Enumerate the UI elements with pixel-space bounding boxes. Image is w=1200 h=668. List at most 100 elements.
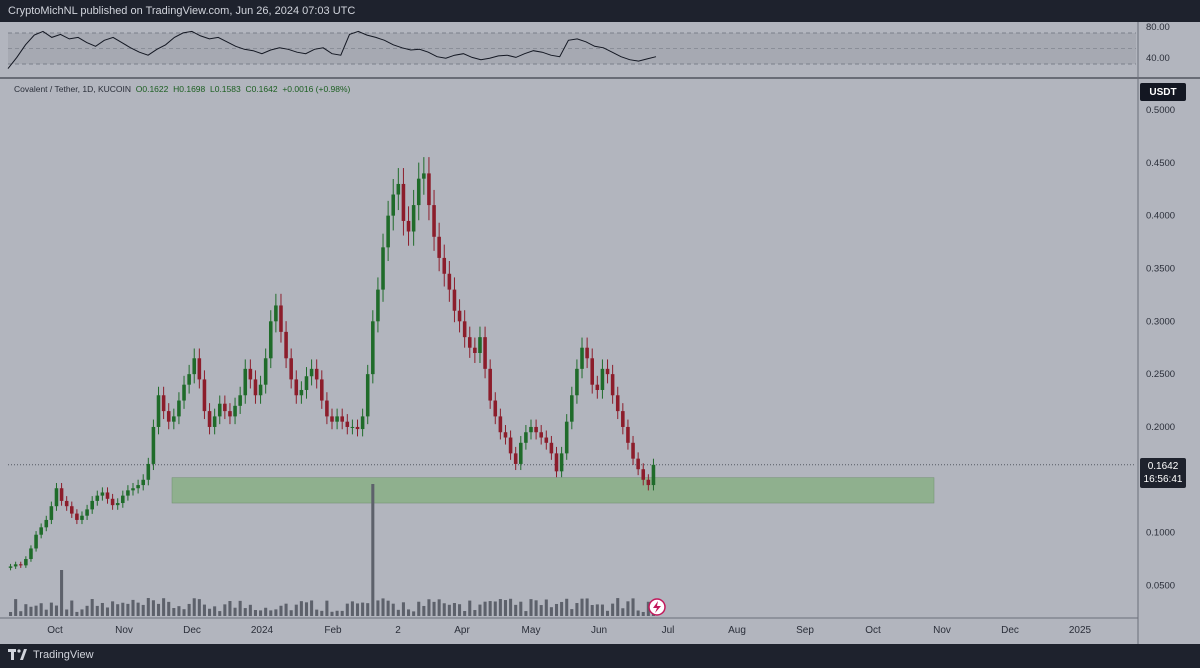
volume-bar	[407, 609, 411, 616]
candle-body	[508, 437, 513, 454]
candle-body	[360, 416, 365, 430]
candle-body	[207, 411, 212, 427]
volume-bar	[105, 607, 110, 616]
candle-body	[80, 515, 84, 520]
volume-bar	[289, 610, 293, 616]
chart-frame[interactable]	[0, 22, 1200, 644]
candle-body	[330, 416, 334, 422]
candle-body	[279, 305, 283, 332]
candle-body	[253, 379, 258, 396]
publisher-text: CryptoMichNL published on TradingView.co…	[8, 5, 356, 17]
symbol-name: Covalent / Tether, 1D, KUCOIN	[14, 84, 132, 94]
volume-bar	[616, 598, 620, 616]
volume-bar	[503, 600, 508, 616]
volume-bar	[488, 601, 492, 616]
volume-bar	[90, 599, 94, 616]
candle-body	[544, 437, 549, 443]
candle-body	[549, 442, 554, 454]
candle-body	[95, 495, 100, 501]
candle-body	[442, 257, 447, 274]
candle-body	[401, 183, 406, 221]
support-zone[interactable]	[171, 477, 935, 504]
candle-body	[85, 509, 89, 516]
time-axis-label: Sep	[796, 625, 814, 636]
candle-body	[580, 347, 584, 369]
candle-body	[126, 490, 130, 496]
candle-body	[131, 488, 135, 491]
candle-body	[340, 416, 344, 422]
symbol-info: Covalent / Tether, 1D, KUCOIN O0.1622 H0…	[14, 84, 350, 94]
candle-body	[335, 416, 339, 422]
candle-body	[90, 500, 94, 510]
volume-bar	[473, 610, 477, 616]
volume-bar	[554, 603, 559, 616]
candle-body	[309, 368, 314, 377]
volume-bar	[320, 610, 324, 616]
volume-bar	[498, 599, 502, 616]
candle-body	[49, 506, 54, 520]
volume-bar	[463, 610, 467, 616]
lightning-badge-icon[interactable]	[648, 598, 666, 616]
candle-body	[69, 506, 74, 514]
volume-bar	[197, 599, 201, 616]
candle-body	[478, 337, 482, 353]
volume-bar	[483, 601, 487, 616]
candle-body	[600, 368, 605, 390]
tradingview-logo-icon	[8, 649, 27, 660]
candle-body	[192, 358, 197, 375]
volume-bar	[427, 599, 431, 616]
candle-body	[416, 178, 421, 206]
volume-bar	[386, 600, 390, 616]
candle-body	[18, 564, 23, 566]
candle-body	[386, 215, 390, 248]
volume-bar	[590, 604, 594, 616]
volume-bar	[310, 600, 314, 616]
volume-bar	[54, 605, 59, 616]
candle-body	[564, 421, 569, 454]
volume-bar	[315, 609, 319, 616]
time-axis-label: Oct	[47, 625, 63, 636]
candle-body	[44, 519, 49, 528]
candle-body	[534, 426, 538, 433]
tradingview-logo[interactable]: TradingView	[8, 649, 94, 661]
candle-body	[13, 564, 18, 567]
candle-body	[570, 395, 574, 422]
volume-bar	[641, 611, 645, 616]
rsi-axis-label: 40.00	[1146, 53, 1170, 64]
candle-body	[289, 358, 293, 380]
volume-bar	[269, 610, 273, 616]
candle-body	[187, 374, 191, 385]
candle-body	[539, 432, 543, 438]
candle-body	[314, 368, 319, 380]
candle-body	[590, 358, 595, 385]
volume-bar	[381, 598, 385, 616]
candle-body	[248, 368, 253, 380]
rsi-axis-label: 80.00	[1146, 22, 1170, 33]
volume-bar	[34, 605, 38, 616]
volume-bar	[182, 609, 186, 616]
time-axis-label: Oct	[865, 625, 881, 636]
candle-body	[258, 384, 263, 396]
candle-body	[427, 173, 431, 206]
volume-bar	[437, 599, 441, 616]
currency-badge[interactable]: USDT	[1140, 83, 1186, 101]
volume-bar	[631, 598, 635, 616]
volume-bar	[371, 484, 375, 616]
volume-bar	[514, 604, 518, 616]
candle-body	[304, 376, 309, 390]
candle-body	[422, 173, 426, 179]
candle-body	[488, 368, 492, 401]
volume-bar	[238, 600, 242, 616]
footer-bar: TradingView	[0, 644, 1200, 668]
candle-body	[411, 205, 416, 232]
candle-body	[172, 416, 176, 422]
volume-bar	[19, 611, 23, 616]
candle-body	[121, 495, 125, 504]
candle-body	[212, 416, 217, 427]
volume-bar	[646, 601, 650, 616]
candle-body	[498, 416, 503, 433]
volume-bar	[259, 610, 263, 616]
candle-body	[39, 527, 43, 535]
high-value: H0.1698	[173, 84, 206, 94]
